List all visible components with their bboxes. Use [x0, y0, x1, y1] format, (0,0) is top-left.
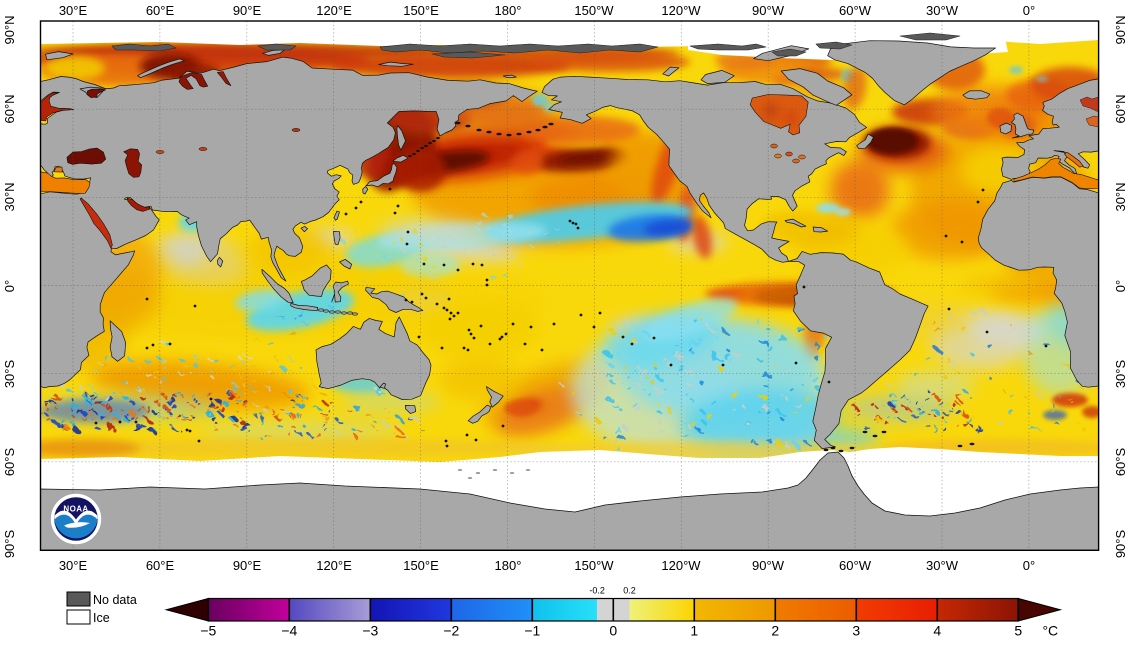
- svg-text:180°: 180°: [495, 3, 522, 18]
- svg-text:30°S: 30°S: [1113, 360, 1128, 389]
- svg-text:90°E: 90°E: [233, 558, 262, 573]
- svg-text:30°E: 30°E: [59, 558, 88, 573]
- svg-text:30°E: 30°E: [59, 3, 88, 18]
- svg-text:120°E: 120°E: [316, 3, 352, 18]
- svg-text:60°W: 60°W: [839, 3, 872, 18]
- svg-text:0: 0: [609, 623, 617, 639]
- svg-text:0°: 0°: [1113, 280, 1128, 292]
- svg-text:90°E: 90°E: [233, 3, 262, 18]
- svg-text:90°N: 90°N: [1113, 15, 1128, 44]
- svg-text:90°S: 90°S: [2, 530, 17, 559]
- svg-text:0°: 0°: [2, 280, 17, 292]
- svg-text:5: 5: [1014, 623, 1022, 639]
- svg-text:180°: 180°: [495, 558, 522, 573]
- svg-text:4: 4: [933, 623, 941, 639]
- svg-text:NOAA: NOAA: [63, 505, 88, 514]
- svg-text:Ice: Ice: [93, 611, 110, 625]
- svg-text:0°: 0°: [1023, 558, 1035, 573]
- svg-text:90°W: 90°W: [752, 558, 785, 573]
- svg-text:30°S: 30°S: [2, 360, 17, 389]
- svg-text:2: 2: [771, 623, 779, 639]
- svg-text:0.2: 0.2: [623, 586, 636, 596]
- svg-text:30°W: 30°W: [926, 558, 959, 573]
- svg-text:−5: −5: [200, 623, 216, 639]
- svg-text:1: 1: [690, 623, 698, 639]
- svg-text:30°W: 30°W: [926, 3, 959, 18]
- svg-text:60°E: 60°E: [146, 3, 175, 18]
- svg-text:60°E: 60°E: [146, 558, 175, 573]
- svg-text:90°N: 90°N: [2, 15, 17, 44]
- svg-text:120°E: 120°E: [316, 558, 352, 573]
- svg-text:°C: °C: [1042, 623, 1058, 639]
- svg-text:90°W: 90°W: [752, 3, 785, 18]
- svg-text:60°S: 60°S: [2, 448, 17, 477]
- svg-text:−4: −4: [281, 623, 297, 639]
- svg-text:150°W: 150°W: [574, 558, 614, 573]
- svg-text:60°N: 60°N: [2, 94, 17, 123]
- svg-text:60°N: 60°N: [1113, 94, 1128, 123]
- svg-text:30°N: 30°N: [1113, 182, 1128, 211]
- svg-text:−3: −3: [362, 623, 378, 639]
- svg-text:No data: No data: [93, 593, 137, 607]
- svg-text:−1: −1: [524, 623, 540, 639]
- svg-text:120°W: 120°W: [661, 558, 701, 573]
- svg-text:150°E: 150°E: [403, 3, 439, 18]
- svg-text:150°W: 150°W: [574, 3, 614, 18]
- svg-text:150°E: 150°E: [403, 558, 439, 573]
- svg-text:90°S: 90°S: [1113, 530, 1128, 559]
- svg-text:-0.2: -0.2: [589, 586, 605, 596]
- svg-text:3: 3: [852, 623, 860, 639]
- svg-text:30°N: 30°N: [2, 182, 17, 211]
- svg-text:60°W: 60°W: [839, 558, 872, 573]
- svg-text:120°W: 120°W: [661, 3, 701, 18]
- svg-text:−2: −2: [443, 623, 459, 639]
- svg-text:60°S: 60°S: [1113, 448, 1128, 477]
- svg-text:0°: 0°: [1023, 3, 1035, 18]
